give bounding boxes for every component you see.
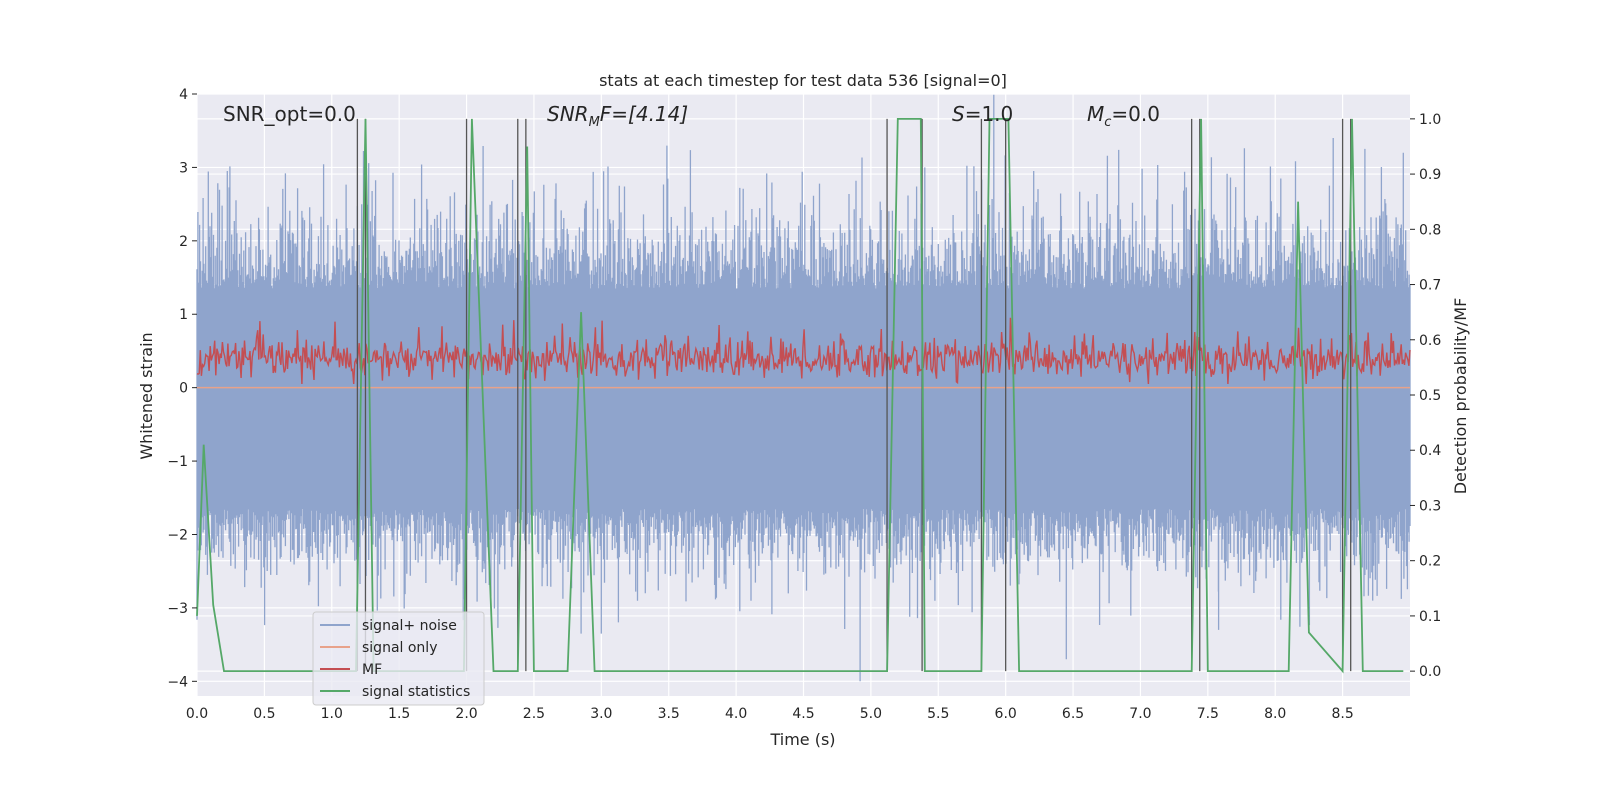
x-tick-label: 3.5 <box>658 706 680 722</box>
y2-tick-label: 0.7 <box>1419 278 1441 294</box>
legend: signal+ noise signal only MF signal stat… <box>312 611 485 706</box>
y-tick-label: −3 <box>167 601 188 617</box>
y-tick-label: −1 <box>167 454 188 470</box>
annotation-mc-main: M <box>1087 102 1104 126</box>
mf-series <box>196 317 1411 385</box>
y2-axis-label: Detection probability/MF <box>1451 298 1470 495</box>
y-axis-label: Whitened strain <box>137 332 156 459</box>
x-tick-label: 8.5 <box>1331 706 1353 722</box>
annotation-snr-opt: SNR_opt=0.0 <box>223 102 356 126</box>
x-tick-label: 7.0 <box>1129 706 1151 722</box>
y-tick-label: −4 <box>167 674 188 690</box>
annotation-snr-mf-main: SNR <box>547 102 589 126</box>
x-tick-label: 0.5 <box>253 706 275 722</box>
y-tick-label: −2 <box>167 527 188 543</box>
x-tick-label: 7.5 <box>1197 706 1219 722</box>
x-axis-label: Time (s) <box>769 730 835 749</box>
x-tick-label: 1.0 <box>321 706 343 722</box>
annotation-mc-sub: c <box>1104 115 1111 130</box>
y2-tick-label: 0.9 <box>1419 167 1441 183</box>
annotation-mc: Mc=0.0 <box>1087 102 1160 130</box>
y-tick-label: 2 <box>179 234 188 250</box>
y2-tick-label: 0.2 <box>1419 554 1441 570</box>
signal-noise-series <box>196 94 1411 682</box>
y2-tick-label: 0.0 <box>1419 664 1441 680</box>
y2-tick-label: 0.8 <box>1419 222 1441 238</box>
x-tick-label: 8.0 <box>1264 706 1286 722</box>
legend-label-signal-only: signal only <box>362 640 437 656</box>
y-tick-label: 3 <box>179 160 188 176</box>
x-tick-label: 2.0 <box>455 706 477 722</box>
x-tick-label: 4.5 <box>792 706 814 722</box>
x-tick-label: 2.5 <box>523 706 545 722</box>
annotation-s-tail: =1.0 <box>965 102 1014 126</box>
x-tick-label: 6.5 <box>1062 706 1084 722</box>
x-tick-label: 5.0 <box>860 706 882 722</box>
x-tick-label: 5.5 <box>927 706 949 722</box>
y-tick-label: 1 <box>179 307 188 323</box>
x-tick-label: 0.0 <box>186 706 208 722</box>
legend-box <box>312 611 485 706</box>
chart-title: stats at each timestep for test data 536… <box>599 71 1007 90</box>
y2-tick-label: 0.3 <box>1419 498 1441 514</box>
y2-tick-label: 0.1 <box>1419 609 1441 625</box>
annotation-s: S=1.0 <box>952 102 1013 126</box>
x-tick-label: 3.0 <box>590 706 612 722</box>
annotation-snr-mf-sub: M <box>589 115 600 130</box>
mf-trace <box>196 317 1411 385</box>
y2-axis-ticks: 1.0 0.9 0.8 0.7 0.6 0.5 0.4 0.3 0.2 0.1 0.0 <box>1410 112 1441 680</box>
annotation-s-main: S <box>952 102 965 126</box>
y-axis-ticks: 4 3 2 1 0 −1 −2 −3 −4 <box>167 87 197 690</box>
y2-tick-label: 1.0 <box>1419 112 1441 128</box>
annotation-mc-tail: =0.0 <box>1111 102 1160 126</box>
annotation-snr-mf: SNRMF=[4.14] <box>547 102 688 130</box>
y2-tick-label: 0.5 <box>1419 388 1441 404</box>
legend-label-stats: signal statistics <box>362 684 470 700</box>
y2-tick-label: 0.4 <box>1419 443 1441 459</box>
legend-label-mf: MF <box>362 662 382 678</box>
x-tick-label: 6.0 <box>995 706 1017 722</box>
y-tick-label: 4 <box>179 87 188 103</box>
y2-tick-label: 0.6 <box>1419 333 1441 349</box>
annotation-snr-mf-tail: F=[4.14] <box>600 102 688 126</box>
legend-label-noise: signal+ noise <box>362 618 457 634</box>
y-tick-label: 0 <box>179 381 188 397</box>
x-axis-ticks: 0.0 0.5 1.0 1.5 2.0 2.5 3.0 3.5 4.0 4.5 5.0 5.5 6.0 6… <box>186 706 1354 722</box>
x-tick-label: 1.5 <box>388 706 410 722</box>
x-tick-label: 4.0 <box>725 706 747 722</box>
